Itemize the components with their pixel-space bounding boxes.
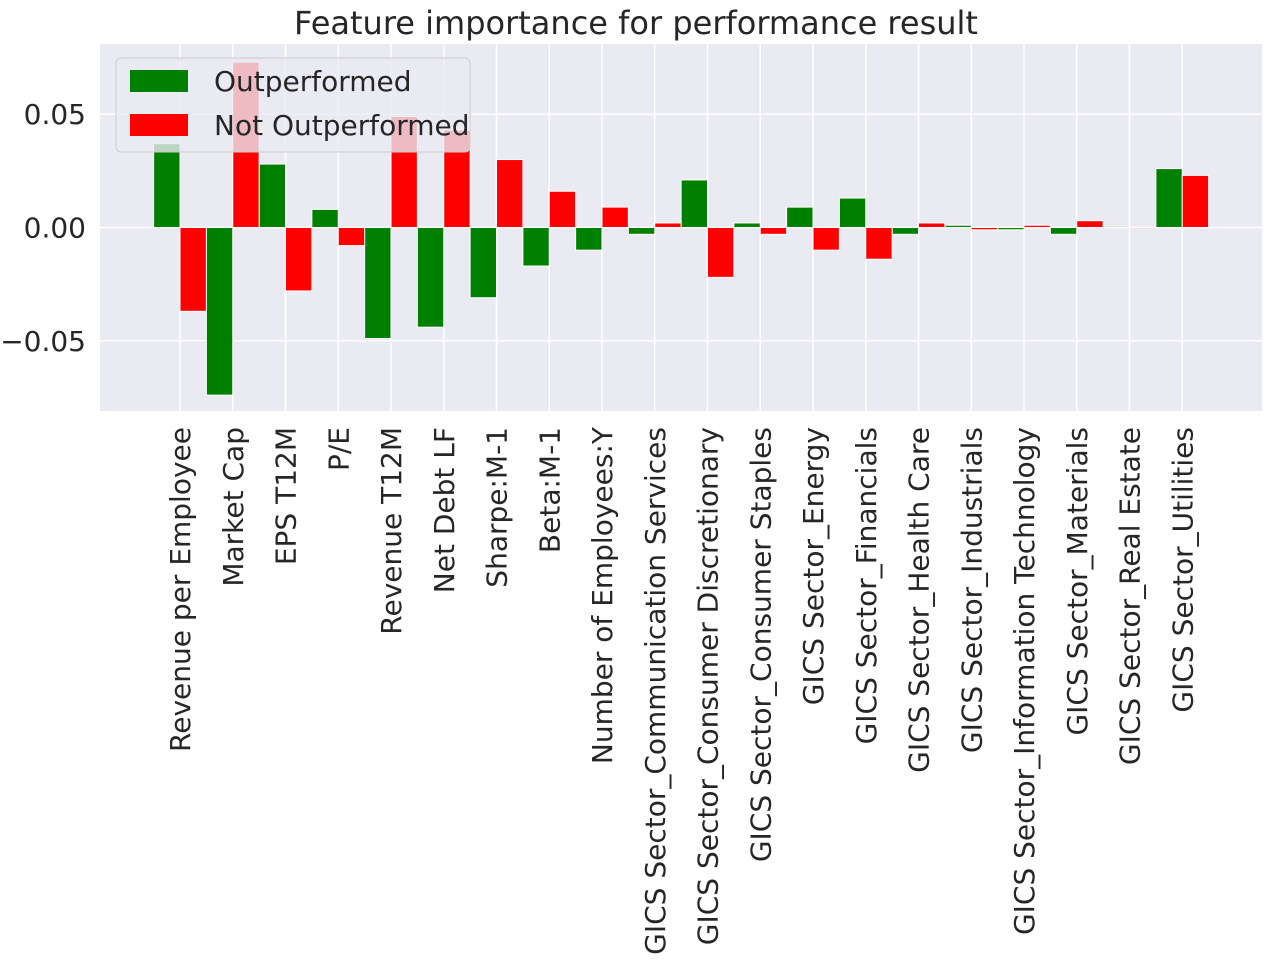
bar-outperformed: [1102, 225, 1130, 228]
bar-outperformed: [838, 197, 867, 228]
x-tick-label: GICS Sector_Financials: [850, 427, 883, 744]
bar-not-outperformed: [918, 222, 946, 228]
bar-not-outperformed: [865, 227, 893, 260]
bar-not-outperformed: [970, 227, 999, 231]
legend-label: Outperformed: [214, 65, 412, 98]
x-tick-label: P/E: [322, 427, 355, 471]
legend-swatch: [130, 70, 188, 92]
bar-outperformed: [153, 143, 181, 228]
bar-not-outperformed: [812, 227, 840, 251]
bar-outperformed: [522, 227, 550, 267]
bar-not-outperformed: [654, 222, 682, 228]
bar-outperformed: [575, 227, 603, 251]
x-tick-label: GICS Sector_Consumer Staples: [744, 427, 777, 862]
bar-outperformed: [944, 224, 972, 229]
bar-outperformed: [997, 227, 1025, 231]
bar-outperformed: [891, 227, 919, 235]
y-tick-label: −0.05: [0, 325, 86, 358]
bar-not-outperformed: [759, 227, 788, 235]
chart-title: Feature importance for performance resul…: [294, 4, 978, 42]
bar-outperformed: [205, 227, 234, 396]
legend-label: Not Outperformed: [214, 109, 470, 142]
x-tick-label: Revenue T12M: [375, 427, 408, 635]
x-tick-label: GICS Sector_Information Technology: [1008, 427, 1041, 935]
bar-not-outperformed: [548, 190, 577, 228]
bar-not-outperformed: [1076, 220, 1104, 229]
bar-outperformed: [469, 227, 497, 299]
x-tick-label: Number of Employees:Y: [586, 426, 619, 764]
bar-not-outperformed: [1129, 227, 1157, 230]
legend-frame: [115, 57, 471, 153]
x-tick-label: Beta:M-1: [533, 427, 566, 553]
x-tick-label: Market Cap: [217, 427, 250, 587]
bar-outperformed: [627, 227, 656, 235]
x-tick-label: GICS Sector_Communication Services: [639, 427, 672, 955]
legend: Outperformed Not Outperformed: [115, 57, 471, 153]
bar-outperformed: [786, 206, 814, 229]
bar-not-outperformed: [707, 227, 735, 278]
x-tick-label: Revenue per Employee: [164, 427, 197, 752]
bar-not-outperformed: [601, 206, 629, 229]
bar-not-outperformed: [337, 227, 366, 247]
bar-outperformed: [1049, 227, 1078, 235]
x-tick-label: GICS Sector_Health Care: [903, 427, 936, 773]
x-tick-label: GICS Sector_Consumer Discretionary: [692, 427, 725, 945]
legend-swatch: [130, 114, 188, 136]
bar-outperformed: [311, 208, 339, 228]
x-axis-ticks: Revenue per Employee Market Cap EPS T12M P/…: [164, 426, 1199, 955]
x-tick-label: GICS Sector_Energy: [797, 427, 830, 705]
bar-outperformed: [1155, 168, 1183, 229]
x-tick-label: EPS T12M: [270, 427, 303, 565]
bar-outperformed: [258, 163, 286, 228]
x-tick-label: GICS Sector_Utilities: [1166, 427, 1199, 713]
bar-not-outperformed: [1023, 224, 1051, 229]
x-tick-label: GICS Sector_Real Estate: [1114, 427, 1147, 765]
bar-not-outperformed: [496, 159, 524, 228]
bar-not-outperformed: [285, 227, 313, 292]
bar-not-outperformed: [1181, 174, 1210, 229]
bar-outperformed: [364, 227, 392, 340]
y-axis-ticks: 0.05 0.00 −0.05: [0, 98, 86, 358]
bar-outperformed: [680, 179, 708, 228]
y-tick-label: 0.05: [24, 98, 86, 131]
x-tick-label: GICS Sector_Materials: [1061, 427, 1094, 736]
bar-outperformed: [416, 227, 445, 328]
x-tick-label: Net Debt LF: [428, 427, 461, 593]
bar-outperformed: [733, 222, 761, 228]
bar-not-outperformed: [179, 227, 207, 312]
y-tick-label: 0.00: [24, 212, 86, 245]
x-tick-label: GICS Sector_Industrials: [955, 427, 988, 753]
x-tick-label: Sharpe:M-1: [481, 427, 514, 588]
